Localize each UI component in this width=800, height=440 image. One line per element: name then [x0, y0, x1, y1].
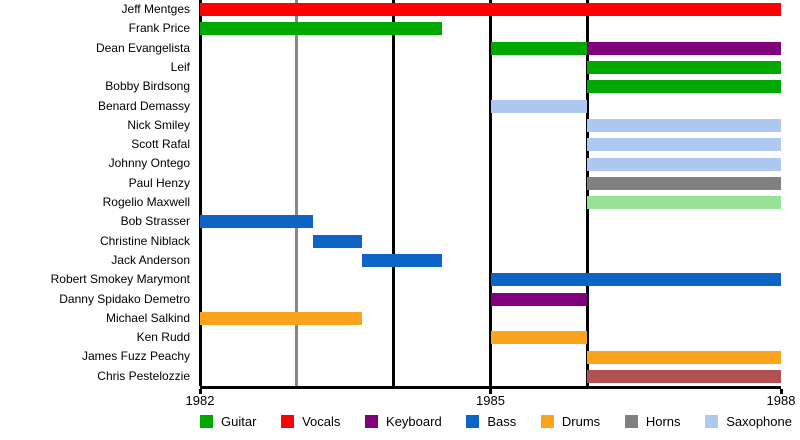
legend-label: Drums	[561, 414, 601, 429]
legend-swatch	[540, 415, 554, 428]
legend-label: Guitar	[221, 414, 257, 429]
legend-item-drums: Drums	[540, 414, 601, 429]
timeline-bar	[587, 350, 781, 364]
axis-tick-label: 1988	[766, 393, 796, 408]
timeline-bar	[587, 369, 781, 383]
legend-swatch	[466, 415, 480, 428]
legend-item-bass: Bass	[466, 414, 516, 429]
legend-swatch	[705, 415, 719, 428]
legend: Guitar Vocals Keyboard Bass Drums Horns Saxoph…	[200, 414, 792, 429]
member-name-label: Bob Strasser	[120, 214, 190, 229]
year-gridline-1983	[295, 0, 299, 386]
legend-label: Horns	[645, 414, 681, 429]
member-name-label: Jack Anderson	[111, 252, 190, 267]
x-axis-line	[200, 386, 781, 389]
legend-swatch	[200, 415, 213, 428]
legend-label: Saxophone	[726, 414, 792, 429]
axis-tick-label: 1982	[185, 393, 215, 408]
member-name-label: Paul Henzy	[128, 175, 190, 190]
year-gridline-1984	[392, 0, 396, 386]
timeline-bar	[200, 3, 781, 17]
member-name-label: Robert Smokey Marymont	[50, 272, 190, 287]
member-name-label: Scott Rafal	[131, 137, 190, 152]
axis-tick	[779, 389, 783, 394]
timeline-bar	[587, 61, 781, 75]
member-name-label: Nick Smiley	[127, 117, 190, 132]
legend-item-guitar: Guitar	[200, 414, 256, 429]
year-gridline-1985	[489, 0, 492, 386]
axis-tick	[198, 389, 202, 394]
timeline-bar	[490, 292, 588, 306]
member-name-label: Benard Demassy	[97, 98, 190, 113]
year-gridline-1986	[585, 0, 589, 386]
member-name-label: Dean Evangelista	[95, 40, 190, 55]
member-name-label: Jeff Mentges	[121, 2, 190, 16]
legend-item-horns: Horns	[624, 414, 681, 429]
legend-swatch	[281, 415, 295, 428]
member-name-label: Danny Spidako Demetro	[59, 291, 190, 306]
legend-label: Keyboard	[386, 414, 442, 429]
plot-area	[198, 0, 781, 386]
timeline-bar	[490, 273, 781, 287]
timeline-bar	[587, 41, 781, 55]
timeline-bar	[361, 254, 443, 268]
member-name-label: Johnny Ontego	[108, 156, 190, 171]
legend-swatch	[624, 415, 638, 428]
legend-item-saxophone: Saxophone	[705, 414, 792, 429]
legend-label: Bass	[487, 414, 517, 429]
timeline-bar	[587, 196, 781, 210]
timeline-bar	[490, 99, 588, 113]
member-name-label: Christine Niblack	[99, 233, 190, 248]
member-name-label: Rogelio Maxwell	[102, 195, 190, 209]
timeline-bar	[587, 118, 781, 132]
timeline-bar	[200, 22, 443, 36]
legend-item-keyboard: Keyboard	[365, 414, 442, 429]
legend-item-vocals: Vocals	[281, 414, 340, 429]
member-name-label: Ken Rudd	[136, 330, 190, 345]
timeline-bar	[200, 311, 362, 325]
member-name-label: Michael Salkind	[105, 310, 190, 325]
member-name-label: James Fuzz Peachy	[81, 349, 190, 364]
timeline-bar	[587, 157, 781, 171]
legend-swatch	[365, 415, 379, 428]
timeline-bar	[587, 176, 781, 190]
axis-tick-label: 1985	[476, 393, 505, 408]
year-gridline-1982	[198, 0, 202, 386]
timeline-bar	[313, 234, 362, 248]
member-labels-column: Jeff Mentges Frank Price Dean Evangelista L…	[0, 0, 196, 386]
member-name-label: Leif	[170, 59, 190, 74]
timeline-bar	[587, 138, 781, 152]
member-name-label: Bobby Birdsong	[105, 79, 190, 94]
timeline-bar	[490, 331, 588, 345]
member-name-label: Frank Price	[128, 21, 190, 36]
timeline-bar	[200, 215, 314, 229]
timeline-bar	[587, 80, 781, 94]
axis-tick	[489, 389, 492, 394]
timeline-bar	[490, 41, 588, 55]
legend-label: Vocals	[302, 414, 341, 429]
member-name-label: Chris Pestelozzie	[97, 368, 190, 383]
